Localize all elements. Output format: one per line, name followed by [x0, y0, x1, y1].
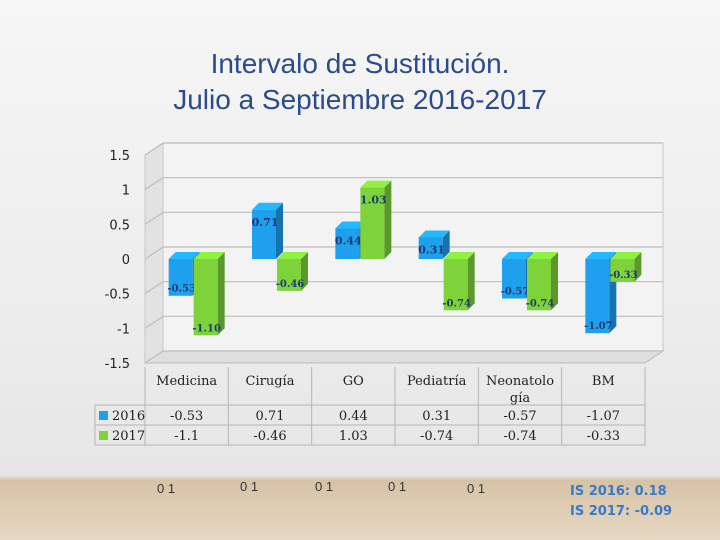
gridline — [144, 246, 663, 260]
bar-2017-5 — [610, 259, 635, 282]
bar-2017-2 — [360, 187, 385, 259]
bar-2016-2 — [335, 228, 360, 259]
bar-side — [551, 252, 558, 311]
bar-2016-4 — [502, 259, 526, 299]
data-label: 0.31 — [418, 244, 445, 257]
bar-top — [585, 252, 617, 259]
gridline — [144, 142, 663, 156]
gridline — [144, 211, 663, 225]
bar-2016-5 — [585, 259, 610, 334]
table-cell: 1.03 — [339, 429, 368, 444]
bar-top — [443, 252, 475, 259]
bar-side — [467, 252, 475, 311]
table-cell: 0.31 — [422, 409, 451, 424]
bar-top — [360, 180, 392, 188]
data-label: -1.10 — [192, 323, 221, 334]
table-cell: -0.57 — [503, 409, 536, 424]
gridline — [144, 315, 663, 329]
bar-top — [527, 252, 558, 259]
category-label: Pediatría — [407, 374, 467, 389]
bar-2017-0 — [193, 259, 218, 336]
bar-side — [442, 230, 450, 259]
chart-floor — [143, 350, 665, 364]
table-cell: 0.44 — [339, 409, 368, 424]
bar-top — [252, 202, 283, 210]
bar-top — [277, 252, 308, 259]
data-label: 1.03 — [360, 194, 387, 207]
bar-top — [610, 252, 642, 259]
data-label: 0.44 — [335, 234, 362, 247]
table-cell: -0.46 — [253, 429, 286, 444]
category-label: GO — [343, 374, 364, 389]
bar-2016-0 — [168, 259, 193, 296]
is-summary: IS 2016: 0.18 IS 2017: -0.09 — [570, 482, 672, 522]
title-line-2: Julio a Septiembre 2016-2017 — [173, 84, 547, 115]
floor-label: 0 1 — [467, 481, 486, 496]
gridline — [144, 177, 663, 191]
bar-side — [217, 252, 225, 336]
y-tick-label: 1.5 — [109, 149, 130, 164]
table-cell: -0.74 — [420, 429, 453, 444]
bar-2016-1 — [252, 209, 276, 259]
data-label: -0.46 — [276, 279, 305, 290]
bar-2017-3 — [443, 259, 468, 311]
category-label: gía — [510, 391, 530, 406]
floor-label: 0 1 — [388, 479, 407, 494]
legend-label-2016: 2016 — [112, 409, 145, 424]
data-label: -0.53 — [167, 284, 196, 295]
category-label: BM — [592, 374, 615, 389]
category-label: Neonatolo — [486, 374, 554, 389]
bar-2017-4 — [527, 259, 551, 311]
table-cell: -0.33 — [587, 429, 620, 444]
y-tick-label: -0.5 — [105, 288, 130, 303]
bar-top — [418, 230, 450, 238]
y-tick-label: 1 — [122, 184, 130, 199]
floor-label: 0 1 — [315, 479, 334, 494]
data-label: 0.71 — [252, 216, 279, 229]
table-cell: -0.53 — [170, 409, 203, 424]
table-cell: 0.71 — [256, 409, 285, 424]
is-2016-note: IS 2016: 0.18 — [570, 484, 667, 499]
bar-2017-1 — [277, 259, 301, 291]
bar-side — [384, 180, 392, 259]
table-cell: -0.74 — [503, 429, 536, 444]
legend-swatch-2016 — [99, 411, 108, 420]
title-line-1: Intervalo de Sustitución. — [210, 48, 510, 79]
data-label: -0.33 — [609, 270, 638, 281]
y-tick-label: 0 — [122, 253, 130, 268]
bar-side — [301, 252, 308, 291]
gridline — [144, 281, 663, 295]
data-label: -0.57 — [501, 287, 530, 298]
y-tick-label: -1 — [117, 322, 130, 337]
y-tick-label: -1.5 — [105, 357, 130, 372]
floor-label: 0 1 — [157, 481, 176, 496]
data-label: -0.74 — [442, 298, 471, 309]
bar-top — [193, 252, 225, 259]
bar-top — [502, 252, 533, 259]
y-tick-label: 0.5 — [109, 218, 130, 233]
legend-label-2017: 2017 — [112, 429, 145, 444]
bar-2016-3 — [418, 237, 443, 259]
table-cell: -1.07 — [587, 409, 620, 424]
chart-title: Intervalo de Sustitución. Julio a Septie… — [0, 46, 720, 118]
bar-top — [168, 252, 200, 259]
bar-side — [634, 252, 642, 282]
bar-top — [335, 221, 367, 229]
floor-label: 0 1 — [240, 479, 259, 494]
bar-side — [276, 202, 283, 259]
is-2017-note: IS 2017: -0.09 — [570, 504, 673, 519]
legend-swatch-2017 — [99, 431, 108, 440]
category-label: Cirugía — [246, 374, 295, 389]
data-label: -0.74 — [526, 298, 555, 309]
category-label: Medicina — [156, 374, 217, 389]
data-label: -1.07 — [584, 321, 613, 332]
table-cell: -1.1 — [174, 429, 199, 444]
